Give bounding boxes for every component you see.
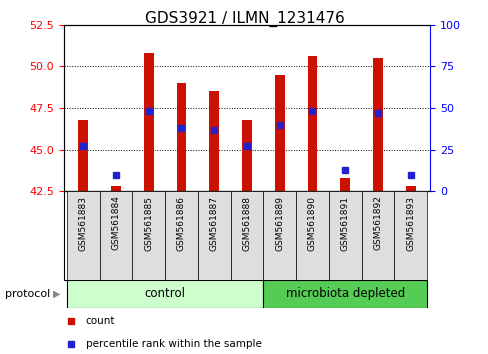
Bar bbox=[263, 280, 426, 308]
Text: count: count bbox=[85, 316, 115, 326]
Bar bbox=[242, 120, 251, 191]
Bar bbox=[198, 191, 230, 280]
Text: GSM561885: GSM561885 bbox=[144, 196, 153, 251]
Bar bbox=[274, 75, 284, 191]
Bar bbox=[340, 178, 349, 191]
Text: GSM561883: GSM561883 bbox=[79, 196, 87, 251]
Bar bbox=[328, 191, 361, 280]
Text: GSM561887: GSM561887 bbox=[209, 196, 218, 251]
Text: protocol: protocol bbox=[5, 289, 50, 299]
Text: percentile rank within the sample: percentile rank within the sample bbox=[85, 339, 261, 349]
Text: GSM561889: GSM561889 bbox=[275, 196, 284, 251]
Text: GSM561888: GSM561888 bbox=[242, 196, 251, 251]
Bar bbox=[165, 191, 198, 280]
Bar bbox=[78, 120, 88, 191]
Text: ▶: ▶ bbox=[52, 289, 60, 299]
Bar bbox=[132, 191, 165, 280]
Text: GDS3921 / ILMN_1231476: GDS3921 / ILMN_1231476 bbox=[144, 11, 344, 27]
Bar bbox=[100, 191, 132, 280]
Bar bbox=[372, 58, 382, 191]
Bar bbox=[361, 191, 393, 280]
Bar bbox=[295, 191, 328, 280]
Bar bbox=[143, 53, 153, 191]
Text: GSM561886: GSM561886 bbox=[177, 196, 185, 251]
Text: GSM561893: GSM561893 bbox=[406, 196, 414, 251]
Bar bbox=[111, 186, 121, 191]
Text: GSM561891: GSM561891 bbox=[340, 196, 349, 251]
Bar bbox=[405, 186, 415, 191]
Text: GSM561884: GSM561884 bbox=[111, 196, 120, 251]
Text: GSM561892: GSM561892 bbox=[373, 196, 382, 251]
Bar bbox=[307, 56, 317, 191]
Bar bbox=[209, 91, 219, 191]
Bar bbox=[230, 191, 263, 280]
Text: GSM561890: GSM561890 bbox=[307, 196, 316, 251]
Bar bbox=[393, 191, 426, 280]
Text: microbiota depleted: microbiota depleted bbox=[285, 287, 404, 300]
Bar bbox=[176, 83, 186, 191]
Bar bbox=[263, 191, 295, 280]
Bar bbox=[67, 191, 100, 280]
Bar bbox=[67, 280, 263, 308]
Text: control: control bbox=[144, 287, 185, 300]
